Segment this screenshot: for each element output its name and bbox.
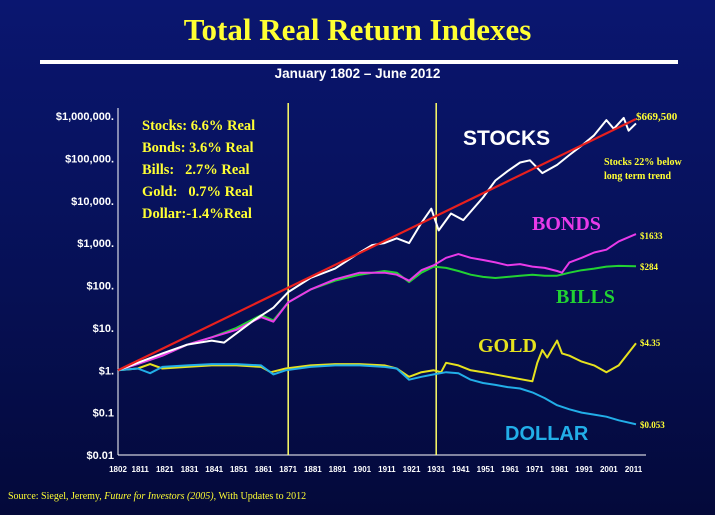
series-name-gold: GOLD xyxy=(478,335,537,357)
y-tick-label: $10. xyxy=(93,323,114,335)
series-end-value-bonds: $1633 xyxy=(640,231,663,241)
source-suffix: , With Updates to 2012 xyxy=(213,491,307,502)
series-name-bills: BILLS xyxy=(556,286,615,308)
x-tick-label: 1901 xyxy=(353,465,371,474)
series-end-value-gold: $4.35 xyxy=(640,338,661,348)
series-name-dollar: DOLLAR xyxy=(505,423,589,445)
x-tick-label: 1891 xyxy=(329,465,347,474)
x-tick-label: 1851 xyxy=(230,465,248,474)
y-tick-label: $100. xyxy=(86,281,114,293)
title-divider xyxy=(40,60,678,64)
x-tick-label: 1971 xyxy=(526,465,544,474)
real-return-line: Gold: 0.7% Real xyxy=(142,184,253,200)
x-tick-label: 1811 xyxy=(132,465,150,474)
x-tick-label: 1821 xyxy=(156,465,174,474)
source-prefix: Source: Siegel, Jeremy, xyxy=(8,491,105,502)
series-end-value-dollar: $0.053 xyxy=(640,420,665,430)
real-return-line: Bills: 2.7% Real xyxy=(142,162,250,178)
x-tick-label: 1802 xyxy=(109,465,127,474)
y-tick-label: $1. xyxy=(99,365,114,377)
x-tick-label: 1841 xyxy=(205,465,223,474)
series-end-value-bills: $284 xyxy=(640,262,659,272)
x-tick-label: 1911 xyxy=(378,465,396,474)
x-tick-label: 1981 xyxy=(551,465,569,474)
series-line-dollar xyxy=(117,363,637,426)
x-tick-label: 1881 xyxy=(304,465,322,474)
real-return-line: Bonds: 3.6% Real xyxy=(142,140,254,156)
trend-note-line: Stocks 22% below xyxy=(604,157,683,168)
series-end-value-stocks: $669,500 xyxy=(636,111,678,123)
series-name-bonds: BONDS xyxy=(532,213,601,235)
source-book: Future for Investors (2005) xyxy=(104,491,214,502)
x-tick-label: 2001 xyxy=(600,465,618,474)
x-tick-label: 2011 xyxy=(625,465,643,474)
x-tick-label: 1961 xyxy=(501,465,519,474)
source-note: Source: Siegel, Jeremy, Future for Inves… xyxy=(8,491,306,502)
x-tick-label: 1931 xyxy=(427,465,445,474)
y-tick-label: $1,000. xyxy=(77,238,114,250)
x-tick-label: 1941 xyxy=(452,465,470,474)
y-tick-label: $100,000. xyxy=(65,153,114,165)
series-line-bills xyxy=(117,264,637,372)
x-tick-label: 1871 xyxy=(279,465,297,474)
y-tick-label: $10,000. xyxy=(71,196,114,208)
trend-note-line: long term trend xyxy=(604,171,671,182)
x-tick-label: 1921 xyxy=(403,465,421,474)
real-return-line: Dollar:-1.4%Real xyxy=(142,206,252,222)
y-tick-label: $1,000,000. xyxy=(56,111,114,123)
real-return-line: Stocks: 6.6% Real xyxy=(142,118,255,134)
x-tick-label: 1951 xyxy=(477,465,495,474)
x-tick-label: 1861 xyxy=(255,465,273,474)
x-tick-label: 1831 xyxy=(181,465,199,474)
y-tick-label: $0.01 xyxy=(86,450,114,462)
y-tick-label: $0.1 xyxy=(93,408,114,420)
series-line-gold xyxy=(117,339,637,383)
x-tick-label: 1991 xyxy=(575,465,593,474)
chart-title: Total Real Return Indexes xyxy=(183,12,532,47)
stocks-trend-line xyxy=(117,118,637,372)
series-name-stocks: STOCKS xyxy=(463,127,550,150)
chart-subtitle: January 1802 – June 2012 xyxy=(274,66,441,81)
